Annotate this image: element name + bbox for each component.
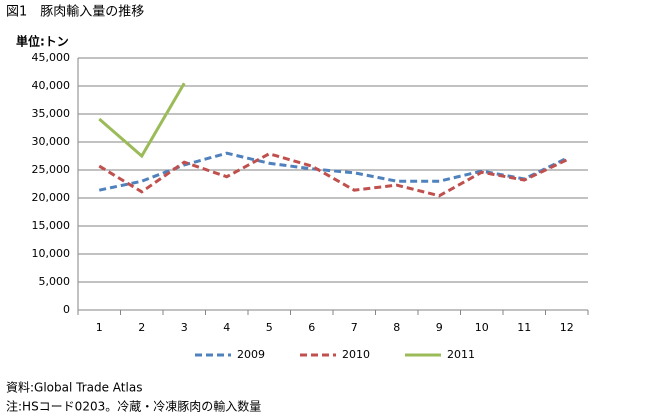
x-tick-label: 11 (517, 321, 531, 334)
unit-label: 単位:トン (16, 34, 69, 49)
y-tick-label: 45,000 (32, 51, 71, 64)
y-tick-label: 25,000 (32, 163, 71, 176)
x-tick-label: 9 (436, 321, 443, 334)
y-tick-label: 15,000 (32, 219, 71, 232)
x-tick-label: 1 (96, 321, 103, 334)
x-tick-label: 10 (475, 321, 489, 334)
x-tick-label: 8 (393, 321, 400, 334)
legend-label: 2009 (237, 348, 265, 361)
y-tick-label: 10,000 (32, 247, 71, 260)
chart-title: 図1 豚肉輸入量の推移 (6, 5, 144, 20)
x-tick-label: 7 (351, 321, 358, 334)
series-line (98, 152, 568, 198)
y-tick-label: 0 (63, 303, 70, 316)
x-tick-label: 4 (223, 321, 230, 334)
x-tick-label: 3 (181, 321, 188, 334)
note: 注:HSコード0203。冷蔵・冷凍豚肉の輸入数量 (6, 399, 261, 414)
x-tick-label: 6 (308, 321, 315, 334)
series-line (98, 82, 186, 159)
y-tick-label: 30,000 (32, 135, 71, 148)
legend-label: 2010 (342, 348, 370, 361)
x-tick-label: 2 (138, 321, 145, 334)
y-tick-label: 20,000 (32, 191, 71, 204)
y-tick-label: 35,000 (32, 107, 71, 120)
source-note: 資料:Global Trade Atlas (6, 381, 142, 395)
x-tick-label: 5 (266, 321, 273, 334)
legend-label: 2011 (447, 348, 475, 361)
y-tick-label: 5,000 (39, 275, 71, 288)
x-tick-label: 12 (560, 321, 574, 334)
y-tick-label: 40,000 (32, 79, 71, 92)
